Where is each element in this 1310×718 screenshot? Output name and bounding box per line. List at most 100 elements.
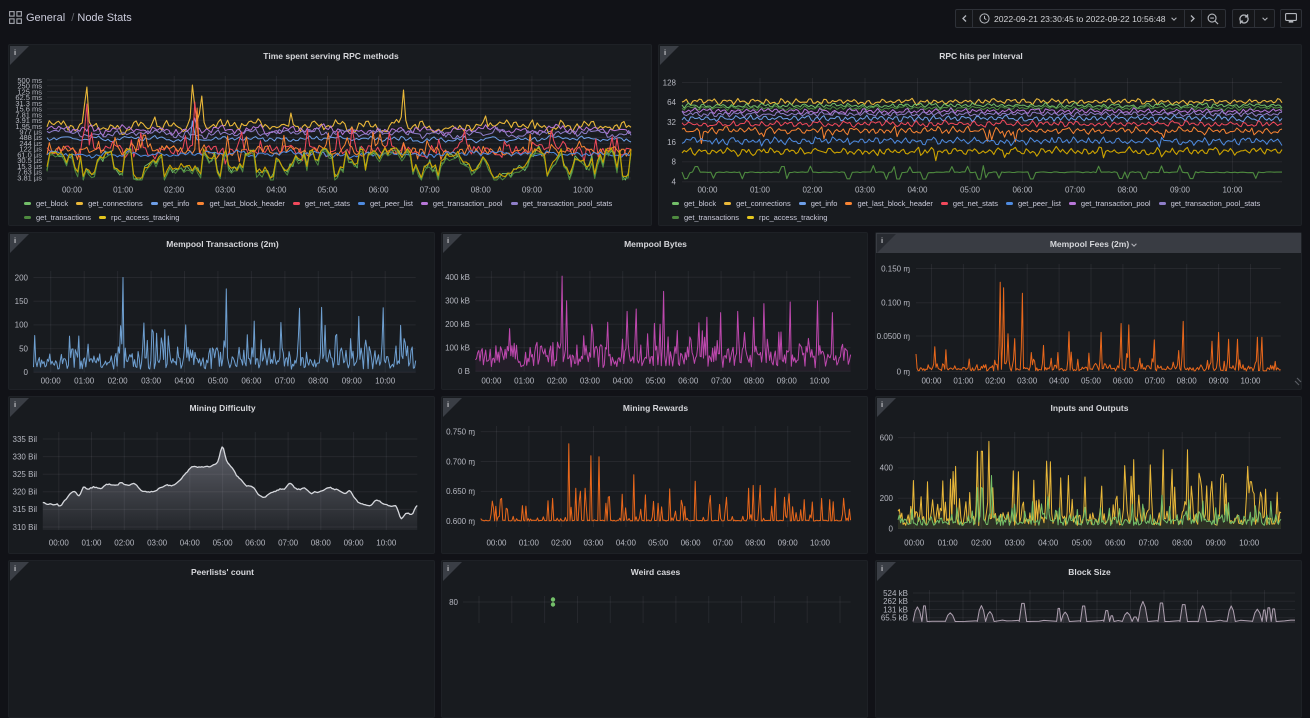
svg-text:15.3 µs: 15.3 µs	[17, 162, 42, 171]
svg-text:00:00: 00:00	[481, 376, 502, 385]
svg-text:02:00: 02:00	[108, 376, 129, 385]
svg-text:31.3 ms: 31.3 ms	[15, 99, 42, 108]
svg-text:04:00: 04:00	[1049, 376, 1070, 385]
svg-text:08:00: 08:00	[308, 376, 329, 385]
svg-text:06:00: 06:00	[678, 376, 699, 385]
svg-text:0.650 ɱ: 0.650 ɱ	[446, 487, 475, 496]
svg-text:488 µs: 488 µs	[19, 133, 42, 142]
svg-text:05:00: 05:00	[648, 539, 669, 548]
svg-text:03:00: 03:00	[1017, 376, 1038, 385]
svg-text:02:00: 02:00	[551, 539, 572, 548]
svg-text:10:00: 10:00	[1239, 539, 1260, 548]
svg-text:07:00: 07:00	[711, 376, 732, 385]
svg-text:08:00: 08:00	[471, 186, 492, 195]
svg-text:04:00: 04:00	[180, 539, 201, 548]
svg-text:0: 0	[24, 368, 29, 377]
svg-text:16: 16	[667, 138, 676, 147]
svg-text:0 ɱ: 0 ɱ	[897, 367, 911, 376]
svg-text:3.81 µs: 3.81 µs	[17, 174, 42, 183]
svg-text:01:00: 01:00	[750, 186, 771, 195]
svg-text:7.81 ms: 7.81 ms	[15, 110, 42, 119]
svg-text:i: i	[664, 48, 666, 57]
svg-text:128: 128	[663, 78, 677, 87]
svg-text:06:00: 06:00	[369, 186, 390, 195]
svg-text:08:00: 08:00	[1177, 376, 1198, 385]
svg-text:09:00: 09:00	[342, 376, 363, 385]
svg-text:04:00: 04:00	[174, 376, 195, 385]
svg-text:07:00: 07:00	[1139, 539, 1160, 548]
svg-text:01:00: 01:00	[74, 376, 95, 385]
svg-text:03:00: 03:00	[1005, 539, 1026, 548]
svg-text:i: i	[447, 564, 449, 573]
svg-text:08:00: 08:00	[1172, 539, 1193, 548]
svg-text:01:00: 01:00	[938, 539, 959, 548]
svg-text:05:00: 05:00	[645, 376, 666, 385]
svg-text:06:00: 06:00	[1012, 186, 1033, 195]
svg-text:10:00: 10:00	[810, 539, 831, 548]
svg-text:131 kB: 131 kB	[883, 605, 908, 614]
svg-text:200 kB: 200 kB	[445, 320, 470, 329]
svg-text:07:00: 07:00	[713, 539, 734, 548]
svg-text:06:00: 06:00	[245, 539, 266, 548]
svg-text:15.6 ms: 15.6 ms	[15, 105, 42, 114]
svg-text:09:00: 09:00	[344, 539, 365, 548]
svg-text:04:00: 04:00	[616, 539, 637, 548]
svg-text:09:00: 09:00	[1209, 376, 1230, 385]
svg-text:100 kB: 100 kB	[445, 344, 470, 353]
svg-text:8: 8	[672, 158, 677, 167]
svg-text:03:00: 03:00	[855, 186, 876, 195]
svg-text:00:00: 00:00	[49, 539, 70, 548]
svg-text:977 µs: 977 µs	[19, 128, 42, 137]
svg-text:08:00: 08:00	[744, 376, 765, 385]
svg-text:05:00: 05:00	[960, 186, 981, 195]
svg-text:i: i	[14, 564, 16, 573]
svg-text:09:00: 09:00	[522, 186, 543, 195]
svg-text:330 Bil: 330 Bil	[13, 452, 38, 461]
svg-text:02:00: 02:00	[547, 376, 568, 385]
svg-text:200: 200	[880, 494, 894, 503]
svg-text:01:00: 01:00	[519, 539, 540, 548]
svg-text:01:00: 01:00	[113, 186, 134, 195]
svg-text:64: 64	[667, 98, 676, 107]
svg-text:122 µs: 122 µs	[19, 145, 42, 154]
svg-text:10:00: 10:00	[573, 186, 594, 195]
svg-text:06:00: 06:00	[1105, 539, 1126, 548]
svg-text:06:00: 06:00	[681, 539, 702, 548]
svg-text:i: i	[14, 400, 16, 409]
svg-text:i: i	[447, 236, 449, 245]
svg-text:0.750 ɱ: 0.750 ɱ	[446, 427, 475, 436]
svg-text:1.95 ms: 1.95 ms	[15, 122, 42, 131]
svg-text:0.0500 ɱ: 0.0500 ɱ	[877, 332, 911, 341]
svg-text:00:00: 00:00	[697, 186, 718, 195]
svg-text:250 ms: 250 ms	[17, 82, 42, 91]
svg-text:00:00: 00:00	[41, 376, 62, 385]
svg-text:04:00: 04:00	[1038, 539, 1059, 548]
svg-text:08:00: 08:00	[311, 539, 332, 548]
svg-text:04:00: 04:00	[613, 376, 634, 385]
svg-text:03:00: 03:00	[147, 539, 168, 548]
svg-text:01:00: 01:00	[514, 376, 535, 385]
svg-text:02:00: 02:00	[971, 539, 992, 548]
svg-text:0.700 ɱ: 0.700 ɱ	[446, 457, 475, 466]
svg-text:05:00: 05:00	[1081, 376, 1102, 385]
svg-text:10:00: 10:00	[1240, 376, 1261, 385]
svg-text:00:00: 00:00	[486, 539, 507, 548]
svg-text:00:00: 00:00	[62, 186, 83, 195]
svg-text:03:00: 03:00	[215, 186, 236, 195]
svg-text:3.91 ms: 3.91 ms	[15, 116, 42, 125]
svg-text:300 kB: 300 kB	[445, 297, 470, 306]
svg-text:315 Bil: 315 Bil	[13, 505, 38, 514]
svg-text:0.150 ɱ: 0.150 ɱ	[881, 264, 910, 273]
svg-text:06:00: 06:00	[1113, 376, 1134, 385]
svg-text:0 B: 0 B	[458, 367, 470, 376]
svg-text:07:00: 07:00	[278, 539, 299, 548]
svg-text:01:00: 01:00	[953, 376, 974, 385]
svg-text:07:00: 07:00	[1145, 376, 1166, 385]
svg-text:0: 0	[889, 524, 894, 533]
svg-text:65.5 kB: 65.5 kB	[881, 614, 908, 623]
svg-text:05:00: 05:00	[317, 186, 338, 195]
svg-text:03:00: 03:00	[583, 539, 604, 548]
svg-text:i: i	[14, 48, 16, 57]
svg-text:10:00: 10:00	[376, 539, 397, 548]
svg-text:i: i	[14, 236, 16, 245]
